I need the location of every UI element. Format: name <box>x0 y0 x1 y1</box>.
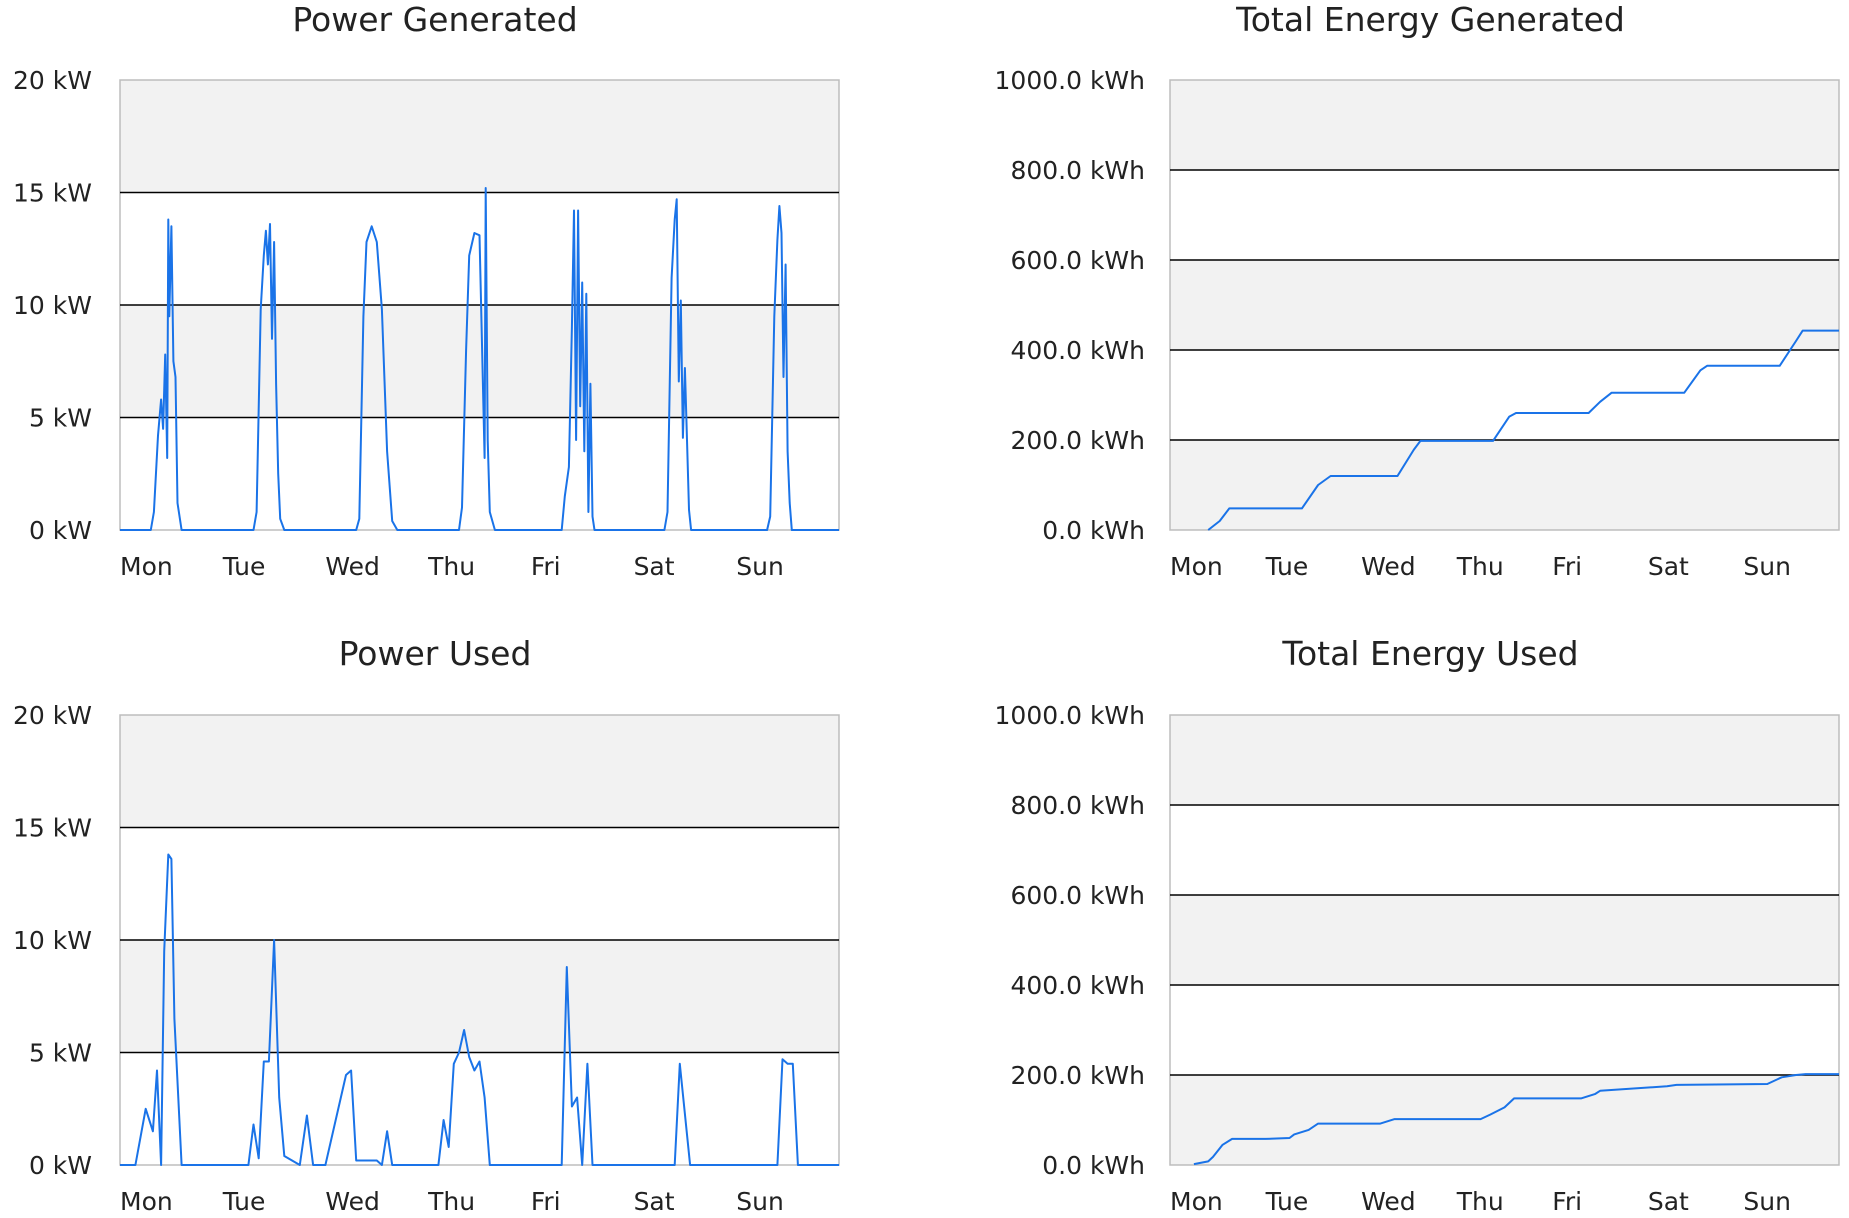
plot-band <box>1170 80 1839 170</box>
chart-svg: 0.0 kWh 200.0 kWh 400.0 kWh 600.0 kWh 800.0 … <box>995 66 1840 581</box>
chart-total-energy-used: Total Energy Used 0.0 kWh 200.0 kWh 400.0 … <box>920 618 1849 1218</box>
plot-band <box>120 1052 839 1165</box>
plot-band <box>120 715 839 828</box>
y-tick-label: 400.0 kWh <box>1010 336 1145 365</box>
y-tick-label: 1000.0 kWh <box>995 66 1145 95</box>
chart-title: Power Generated <box>292 0 578 39</box>
plot-band <box>120 827 839 940</box>
y-tick-label: 200.0 kWh <box>1010 426 1145 455</box>
x-tick-label: Sun <box>736 552 784 581</box>
plot-band <box>120 305 839 418</box>
series-line <box>1193 1073 1839 1166</box>
x-tick-label: Mon <box>1170 552 1223 581</box>
plot-band <box>1170 895 1839 985</box>
plot-band <box>1170 350 1839 440</box>
plot-band <box>120 417 839 530</box>
plot-band <box>1170 170 1839 260</box>
y-tick-label: 400.0 kWh <box>1010 971 1145 1000</box>
x-tick-label: Tue <box>1265 552 1309 581</box>
y-tick-label: 1000.0 kWh <box>995 701 1145 730</box>
y-tick-label: 800.0 kWh <box>1010 791 1145 820</box>
y-tick-label: 10 kW <box>13 291 92 320</box>
plot-band <box>1170 440 1839 530</box>
chart-title: Total Energy Generated <box>1236 0 1625 39</box>
y-tick-label: 5 kW <box>29 1039 92 1068</box>
plot-band <box>120 80 839 193</box>
x-tick-label: Wed <box>325 552 380 581</box>
x-tick-label: Sun <box>736 1187 784 1216</box>
x-tick-label: Mon <box>120 1187 173 1216</box>
y-tick-label: 20 kW <box>13 66 92 95</box>
y-tick-label: 0 kW <box>29 1151 92 1180</box>
plot-band <box>1170 985 1839 1075</box>
x-tick-label: Sat <box>1648 1187 1689 1216</box>
x-tick-label: Tue <box>1265 1187 1309 1216</box>
x-tick-label: Fri <box>1552 552 1582 581</box>
series-line <box>120 187 839 531</box>
x-tick-label: Thu <box>1456 1187 1504 1216</box>
x-tick-label: Mon <box>120 552 173 581</box>
x-tick-label: Thu <box>427 1187 475 1216</box>
y-tick-label: 800.0 kWh <box>1010 156 1145 185</box>
y-tick-label: 20 kW <box>13 701 92 730</box>
x-tick-label: Fri <box>1552 1187 1582 1216</box>
y-tick-label: 15 kW <box>13 179 92 208</box>
x-tick-label: Fri <box>531 552 561 581</box>
y-tick-label: 200.0 kWh <box>1010 1061 1145 1090</box>
y-tick-label: 600.0 kWh <box>1010 881 1145 910</box>
chart-title: Total Energy Used <box>1282 634 1579 673</box>
plot-band <box>1170 260 1839 350</box>
plot-band <box>120 940 839 1053</box>
x-tick-label: Wed <box>1361 1187 1416 1216</box>
x-tick-label: Fri <box>531 1187 561 1216</box>
chart-svg: 0 kW 5 kW 10 kW 15 kW 20 kW Mon Tue Wed Thu Fri Sa… <box>13 701 840 1216</box>
x-tick-label: Thu <box>1456 552 1504 581</box>
x-tick-label: Sat <box>634 1187 675 1216</box>
plot-band <box>1170 805 1839 895</box>
plot-frame <box>1169 714 1840 1166</box>
y-tick-label: 600.0 kWh <box>1010 246 1145 275</box>
y-tick-label: 5 kW <box>29 404 92 433</box>
x-tick-label: Sun <box>1743 552 1791 581</box>
y-tick-label: 10 kW <box>13 926 92 955</box>
plot-frame <box>1169 79 1840 531</box>
x-tick-label: Thu <box>427 552 475 581</box>
y-tick-label: 15 kW <box>13 814 92 843</box>
series-line <box>1207 329 1839 531</box>
y-tick-label: 0 kW <box>29 516 92 545</box>
chart-svg: 0.0 kWh 200.0 kWh 400.0 kWh 600.0 kWh 800.0 … <box>995 701 1840 1216</box>
y-tick-label: 0.0 kWh <box>1042 516 1145 545</box>
x-tick-label: Sat <box>634 552 675 581</box>
series-line <box>120 853 839 1166</box>
chart-total-energy-generated: Total Energy Generated 0.0 kWh 200.0 kWh 4… <box>920 0 1849 600</box>
x-tick-label: Wed <box>325 1187 380 1216</box>
plot-band <box>1170 715 1839 805</box>
x-tick-label: Mon <box>1170 1187 1223 1216</box>
chart-power-used: Power Used 0 kW 5 kW 10 kW 15 kW 20 kW Mon Tue… <box>0 618 920 1218</box>
plot-band <box>1170 1075 1839 1165</box>
chart-svg: 0 kW 5 kW 10 kW 15 kW 20 kW Mon Tue Wed Thu Fri Sa… <box>13 66 840 581</box>
chart-title: Power Used <box>338 634 532 673</box>
x-tick-label: Wed <box>1361 552 1416 581</box>
x-tick-label: Sat <box>1648 552 1689 581</box>
x-tick-label: Tue <box>222 552 266 581</box>
x-tick-label: Tue <box>222 1187 266 1216</box>
x-tick-label: Sun <box>1743 1187 1791 1216</box>
y-tick-label: 0.0 kWh <box>1042 1151 1145 1180</box>
chart-power-generated: Power Generated 0 kW 5 kW 10 kW 15 kW 20 kW M… <box>0 0 920 600</box>
